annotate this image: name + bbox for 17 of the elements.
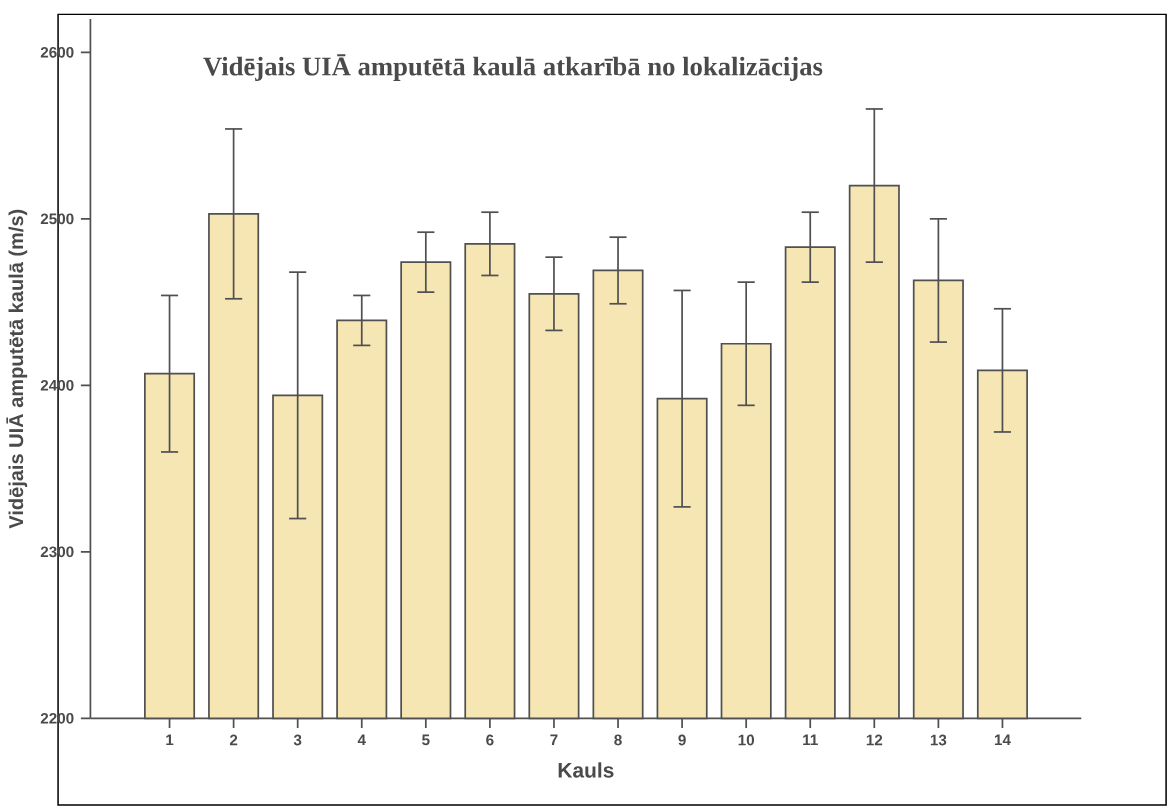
x-tick-label: 2 <box>229 734 238 746</box>
x-tick-label: 7 <box>550 734 558 746</box>
y-axis-title: Vidējais UIĀ amputētā kaulā (m/s) <box>6 209 28 529</box>
text: Vidējais UIĀ amputētā kaulā atkarībā no lokalizācijas <box>203 54 823 81</box>
x-tick-label: 3 <box>293 734 302 746</box>
x-tick-label: 11 <box>803 734 818 746</box>
x-axis-title: Kauls <box>558 762 614 778</box>
x-tick-label: 14 <box>994 734 1011 746</box>
x-tick-label: 8 <box>614 734 622 746</box>
x-tick-label: 9 <box>678 734 686 746</box>
x-tick-label: 1 <box>166 734 174 746</box>
x-tick-label: 12 <box>866 734 883 746</box>
x-tick-label: 13 <box>930 734 947 746</box>
x-tick-label: 5 <box>422 734 430 746</box>
x-tick-label: 10 <box>738 734 755 746</box>
x-tick-label: 4 <box>357 734 366 746</box>
x-tick-label: 6 <box>486 734 494 746</box>
